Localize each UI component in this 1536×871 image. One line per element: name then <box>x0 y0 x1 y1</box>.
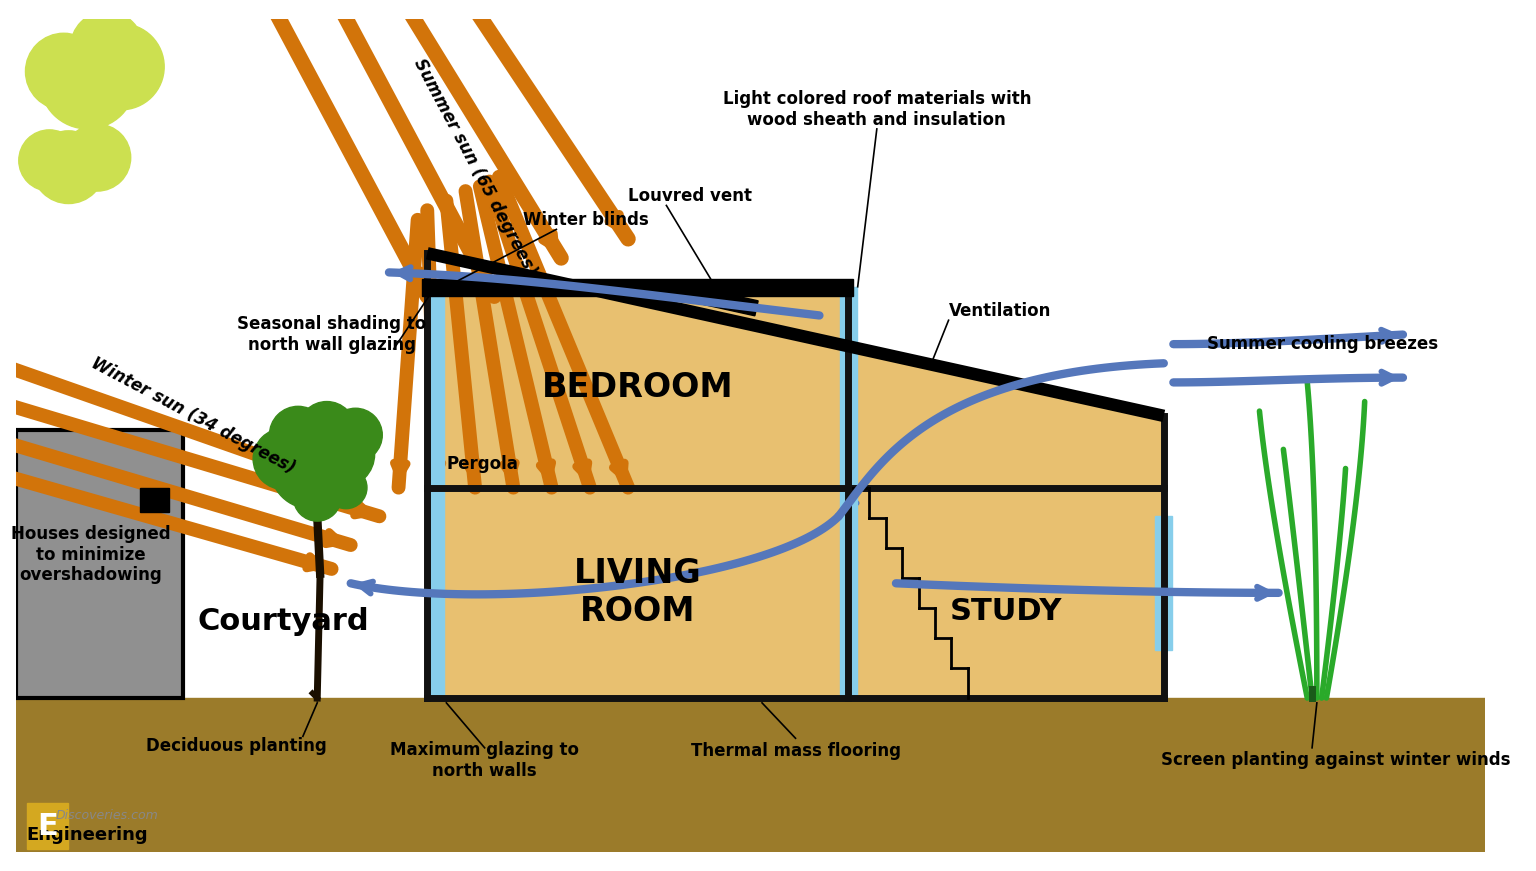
Circle shape <box>253 429 315 490</box>
Text: Maximum glazing to
north walls: Maximum glazing to north walls <box>390 741 579 780</box>
Circle shape <box>293 473 341 521</box>
Text: Courtyard: Courtyard <box>198 607 370 636</box>
Text: Deciduous planting: Deciduous planting <box>146 737 326 755</box>
Circle shape <box>269 407 327 463</box>
Circle shape <box>78 24 164 110</box>
Text: Seasonal shading to
north wall glazing: Seasonal shading to north wall glazing <box>237 315 425 354</box>
Bar <box>427 287 848 488</box>
Circle shape <box>329 408 382 462</box>
Circle shape <box>307 421 375 488</box>
Bar <box>840 287 857 698</box>
Text: Engineering: Engineering <box>26 826 149 844</box>
Text: E: E <box>37 812 58 841</box>
Text: Houses designed
to minimize
overshadowing: Houses designed to minimize overshadowin… <box>11 525 170 584</box>
Text: Winter blinds: Winter blinds <box>522 211 648 229</box>
Text: Winter sun (34 degrees): Winter sun (34 degrees) <box>88 354 298 477</box>
Circle shape <box>40 33 135 129</box>
Circle shape <box>63 125 131 191</box>
Text: Light colored roof materials with
wood sheath and insulation: Light colored roof materials with wood s… <box>722 91 1031 129</box>
Circle shape <box>298 402 355 459</box>
Circle shape <box>270 429 350 509</box>
Polygon shape <box>690 287 759 316</box>
Circle shape <box>18 130 80 191</box>
Bar <box>427 488 848 698</box>
Text: Discoveries.com: Discoveries.com <box>55 809 158 822</box>
Text: Screen planting against winter winds: Screen planting against winter winds <box>1161 752 1511 769</box>
Text: Summer cooling breezes: Summer cooling breezes <box>1207 335 1438 353</box>
Text: Ventilation: Ventilation <box>949 301 1051 320</box>
Circle shape <box>71 11 143 84</box>
Bar <box>28 803 68 849</box>
Bar <box>422 279 852 296</box>
Text: Pergola: Pergola <box>447 455 518 473</box>
Bar <box>140 488 169 511</box>
Circle shape <box>32 131 104 204</box>
Circle shape <box>326 467 367 509</box>
Text: LIVING
ROOM: LIVING ROOM <box>574 557 702 629</box>
Polygon shape <box>848 287 1164 488</box>
Circle shape <box>26 33 101 110</box>
Bar <box>15 430 183 698</box>
Bar <box>1155 517 1172 651</box>
Bar <box>15 430 183 698</box>
Bar <box>15 698 1485 852</box>
Text: Summer sun (65 degrees): Summer sun (65 degrees) <box>410 56 541 279</box>
Text: BEDROOM: BEDROOM <box>542 371 734 403</box>
Text: Thermal mass flooring: Thermal mass flooring <box>691 742 900 760</box>
Text: Louvred vent: Louvred vent <box>628 187 753 205</box>
Bar <box>848 488 1164 698</box>
Text: STUDY: STUDY <box>949 598 1063 626</box>
Bar <box>427 287 444 698</box>
